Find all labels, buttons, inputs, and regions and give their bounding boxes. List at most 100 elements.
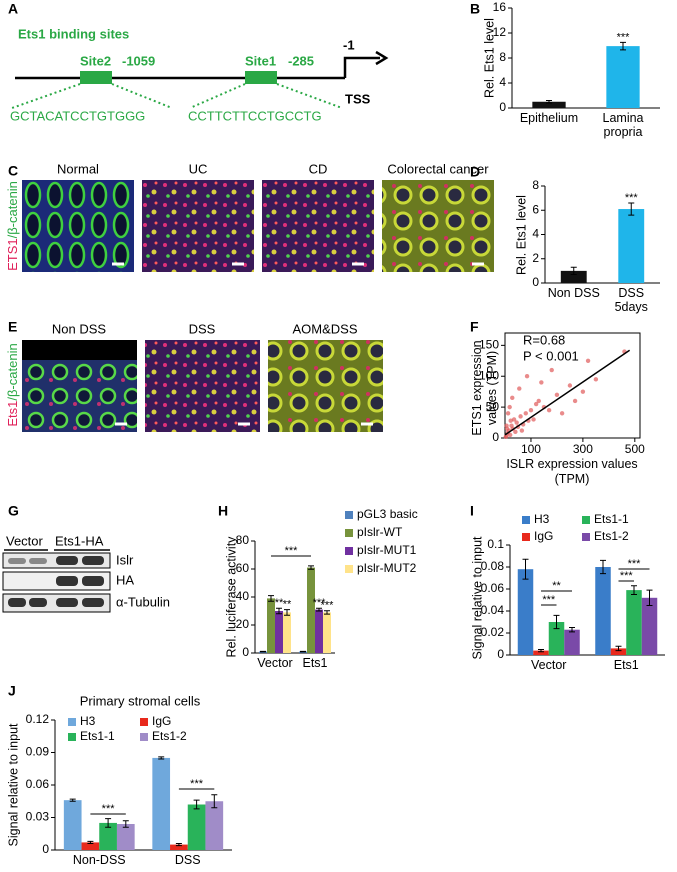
y-tick-label: 60 — [236, 561, 250, 575]
x-tick-label: Epithelium — [519, 111, 579, 125]
stat-annotation: R=0.68 — [523, 332, 565, 347]
scatter-point — [572, 398, 578, 404]
scatter-point — [503, 434, 508, 439]
bar — [618, 209, 645, 283]
scatter-point — [536, 398, 541, 404]
site-sequence: CCTTCTTCCTGCCTG — [188, 108, 322, 123]
x-tick-label-box: Epithelium — [519, 111, 579, 125]
error-bar — [308, 565, 314, 570]
error-bar — [522, 558, 529, 580]
column-title: AOM&DSS — [292, 321, 357, 336]
scatter-point — [554, 392, 560, 397]
scatter-point — [517, 386, 522, 391]
y-tick-label: 100 — [479, 368, 499, 382]
x-tick-label: Non DSS — [547, 286, 600, 300]
scatter-point — [504, 423, 509, 428]
significance-label: *** — [620, 570, 634, 582]
bar — [63, 800, 82, 850]
bar — [170, 844, 188, 850]
y-tick-label: 12 — [493, 25, 507, 39]
legend-swatch — [522, 533, 530, 541]
scatter-point — [593, 377, 599, 382]
stain-red: Ets1 — [5, 401, 20, 427]
error-bar — [316, 607, 322, 612]
bar — [187, 804, 206, 850]
x-tick-label-box: Lamina propria — [603, 111, 644, 139]
x-tick-label: DSS 5days — [614, 286, 648, 314]
significance-label: ** — [283, 599, 292, 611]
bar — [99, 822, 117, 850]
stain-green: /β-catenin — [5, 181, 20, 238]
legend-swatch — [140, 718, 148, 726]
y-tick-label: 4 — [499, 75, 506, 89]
blot-bands — [8, 556, 104, 607]
scatter-point — [533, 401, 539, 407]
legend-swatch — [140, 733, 148, 741]
micrograph-background — [22, 340, 137, 360]
error-bar — [600, 559, 606, 575]
column-title: UC — [189, 161, 208, 176]
scatter-point — [505, 411, 511, 416]
error-bar — [175, 843, 182, 847]
bar — [517, 569, 534, 655]
bar — [315, 609, 323, 653]
y-tick-label: 0.06 — [481, 581, 505, 595]
scatter-point — [531, 417, 536, 422]
y-tick-label: 0.08 — [481, 559, 505, 573]
x-tick-label: 500 — [625, 442, 645, 456]
stain-label: Ets1/β-catenin — [5, 343, 20, 426]
legend-label: pIslr-MUT1 — [357, 543, 417, 557]
scatter-point — [514, 420, 519, 425]
x-tick-label: Ets1 — [613, 658, 639, 672]
y-tick-label: 80 — [236, 533, 250, 547]
scatter-point — [523, 411, 528, 416]
y-tick-label: 8 — [532, 178, 539, 192]
y-axis-title: Signal relative to input — [470, 536, 484, 660]
y-tick-label: 0.1 — [487, 537, 504, 551]
scatter-point — [507, 404, 512, 410]
micrograph — [268, 340, 383, 432]
y-axis-title: Rel. Ets1 level — [482, 18, 496, 98]
scatter-point — [524, 374, 530, 379]
bar — [626, 590, 642, 655]
lane-label: Ets1-HA — [55, 533, 104, 548]
scatter-point — [580, 389, 586, 394]
tss-arrow — [343, 56, 380, 78]
y-axis-title-box: ETS1 expression values (TPM) — [470, 340, 499, 435]
error-bar — [260, 650, 266, 653]
y-tick-label: 6 — [532, 202, 539, 216]
stain-label: ETS1/β-catenin — [5, 181, 20, 271]
bar — [152, 757, 171, 850]
error-bar — [570, 266, 577, 276]
x-tick-label-box: DSS 5days — [614, 286, 648, 314]
legend-label: pGL3 basic — [357, 507, 418, 521]
y-tick-label: 0.04 — [481, 603, 505, 617]
lane-label: Vector — [6, 533, 44, 548]
stain-green: /β-catenin — [5, 343, 20, 400]
legend-swatch — [522, 516, 530, 524]
significance-label: *** — [542, 594, 556, 606]
error-bar — [87, 840, 94, 844]
site-box — [80, 71, 112, 84]
legend-label: Ets1-2 — [152, 729, 187, 743]
y-tick-label: 0 — [532, 275, 539, 289]
y-tick-label: 0 — [492, 430, 499, 444]
error-bar — [284, 609, 290, 616]
x-tick-label-box: Ets1 — [302, 656, 327, 670]
column-title: Non DSS — [52, 321, 107, 336]
error-bar — [324, 610, 330, 615]
significance-label: ** — [275, 597, 284, 609]
error-bar — [628, 202, 635, 216]
bar — [533, 650, 549, 655]
column-title: CD — [309, 161, 328, 176]
micrograph — [262, 180, 374, 272]
micrograph — [382, 180, 494, 272]
panel-label: G — [8, 503, 19, 519]
bar — [307, 567, 315, 653]
legend-swatch — [345, 565, 353, 573]
scatter-point — [510, 395, 515, 401]
y-axis-title-group: ETS1 expression values (TPM) — [470, 340, 499, 435]
tss-label: TSS — [345, 91, 371, 106]
error-bar — [69, 798, 76, 802]
y-tick-label: 20 — [236, 617, 250, 631]
